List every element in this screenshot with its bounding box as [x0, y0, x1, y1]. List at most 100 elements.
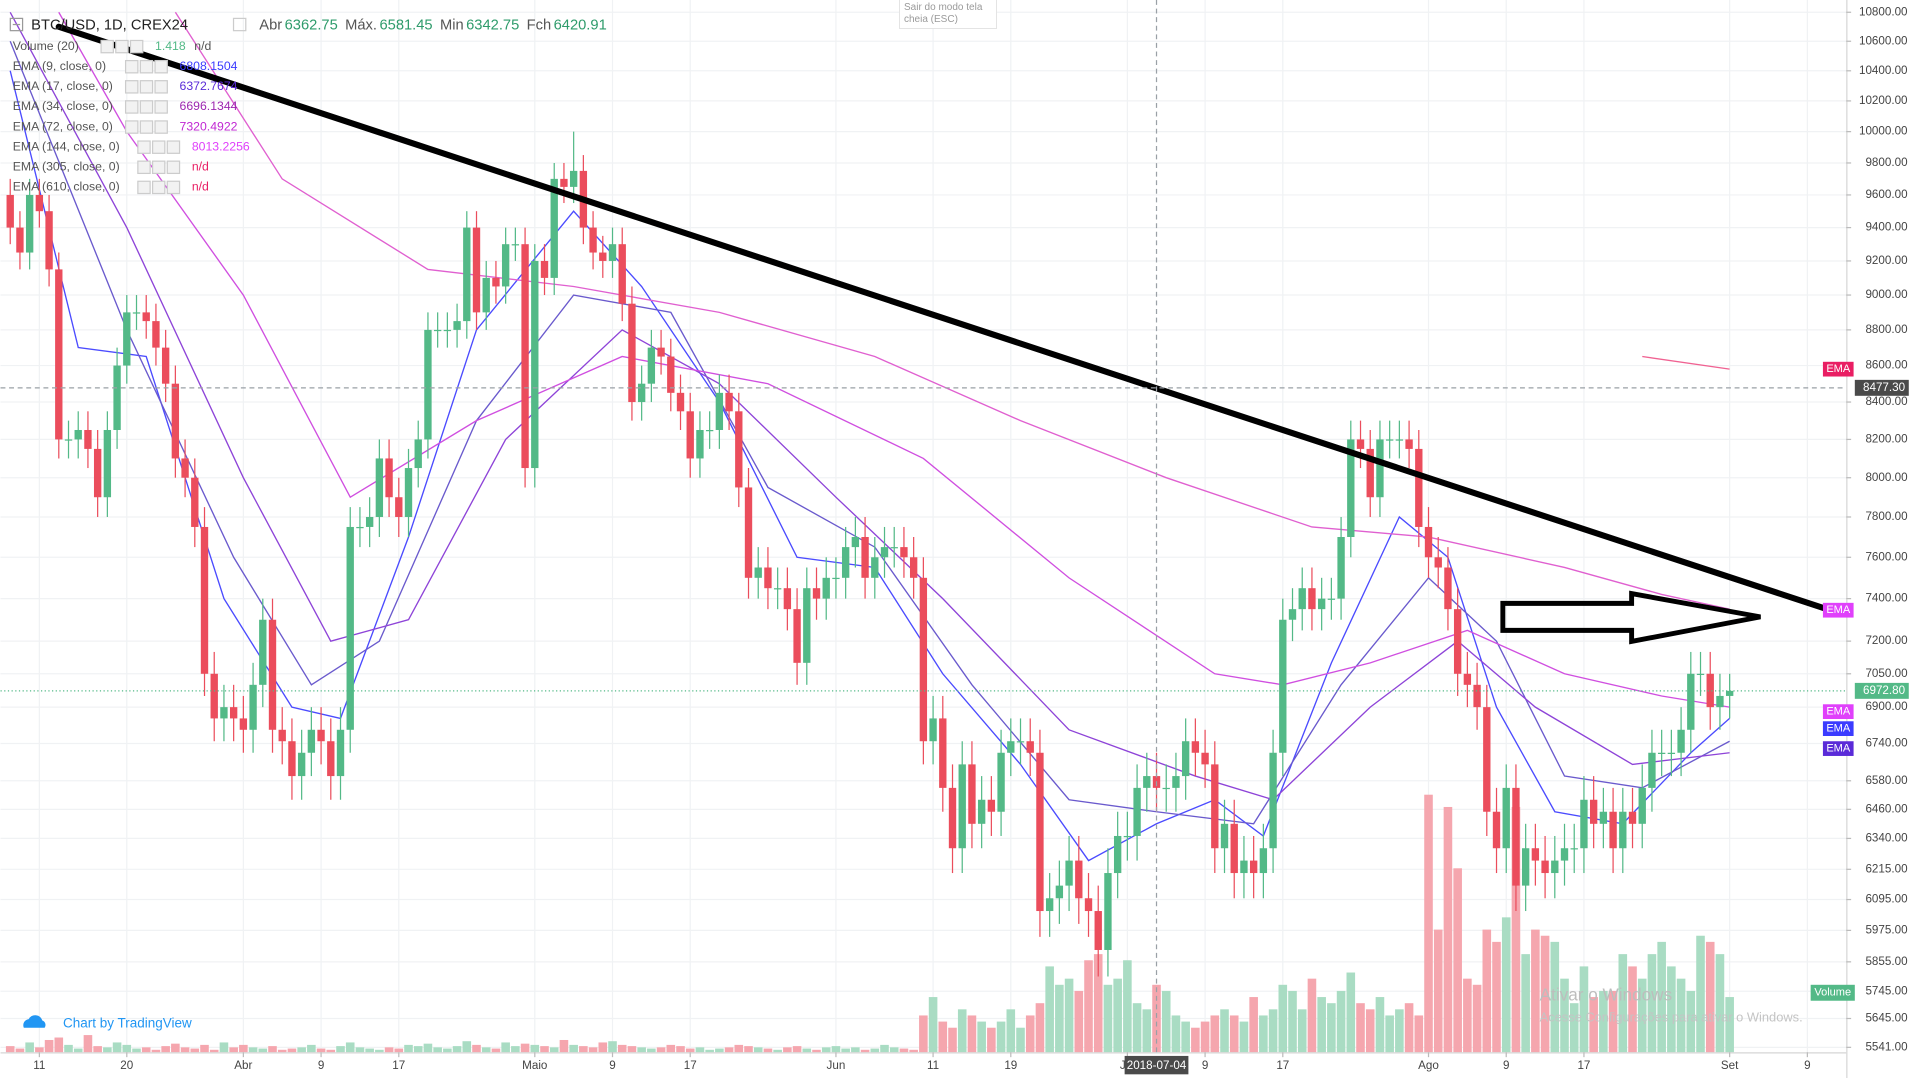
- candle-body: [1317, 598, 1326, 610]
- volume-bar: [666, 1044, 676, 1053]
- volume-bar: [753, 1047, 763, 1053]
- y-tick-label: 6900.00: [1865, 700, 1908, 713]
- candle-body: [657, 347, 665, 357]
- volume-bar: [957, 1009, 967, 1053]
- x-tick-label: 9: [609, 1059, 615, 1072]
- y-tick-label: 6580.00: [1865, 774, 1908, 787]
- legend-name: EMA (305, close, 0): [13, 160, 120, 174]
- candle-body: [550, 178, 558, 278]
- volume-bar: [384, 1047, 394, 1053]
- volume-bar: [1307, 978, 1317, 1053]
- ohlc-label: Máx.: [345, 18, 377, 34]
- ohlc-value: 6342.75: [466, 18, 519, 34]
- legend-icon: [124, 80, 139, 94]
- candle-body: [608, 244, 617, 261]
- volume-bar: [258, 1048, 268, 1053]
- volume-bar: [1084, 960, 1093, 1053]
- exit-fullscreen[interactable]: Sair do modo tela cheia (ESC): [899, 0, 997, 29]
- ohlc-label: Fch: [527, 18, 552, 34]
- candle-body: [1434, 557, 1442, 568]
- volume-bar: [1569, 1003, 1579, 1053]
- volume-bar: [559, 1039, 569, 1053]
- ema-tag-label: EMA: [1826, 604, 1851, 616]
- candle-body: [501, 244, 510, 287]
- candle-body: [414, 439, 422, 469]
- candle-body: [929, 718, 937, 742]
- candle-body: [1560, 848, 1569, 861]
- candle-body: [812, 588, 821, 599]
- volume-bar: [1637, 978, 1647, 1053]
- volume-bar: [394, 1048, 404, 1053]
- windows-title: Ativar o Windows: [1540, 984, 1673, 1004]
- x-tick-label: 17: [684, 1059, 697, 1072]
- legend-value: 6808.1504: [180, 59, 238, 73]
- candle-body: [1036, 752, 1044, 912]
- volume-bar: [180, 1047, 190, 1053]
- volume-bar: [520, 1043, 530, 1053]
- candle-body: [1551, 860, 1559, 874]
- ema-tag-label: EMA: [1826, 363, 1851, 375]
- legend-icon: [129, 39, 144, 54]
- candle-body: [1541, 860, 1549, 874]
- volume-bar: [1521, 954, 1530, 1053]
- candle-body: [229, 707, 238, 719]
- candle-body: [84, 429, 92, 449]
- watermark-text[interactable]: Chart by TradingView: [63, 1016, 192, 1031]
- candle-body: [715, 392, 724, 430]
- candle-body: [1211, 764, 1219, 849]
- volume-bar: [1093, 954, 1103, 1053]
- candle-body: [1580, 799, 1588, 849]
- y-tick-label: 10000.00: [1859, 125, 1908, 138]
- legend-icon: [137, 140, 151, 154]
- volume-bar: [355, 1047, 365, 1053]
- x-tick-label: 17: [1577, 1059, 1590, 1072]
- ema-tag: [1822, 602, 1854, 618]
- candle-body: [939, 718, 947, 788]
- x-tick-label: 20: [120, 1059, 133, 1072]
- candle-body: [1376, 439, 1384, 498]
- volume-bar: [93, 1046, 102, 1053]
- x-tick-label: 9: [1202, 1059, 1208, 1072]
- candle-body: [1667, 752, 1676, 754]
- volume-bar: [277, 1049, 287, 1053]
- candle-body: [1259, 848, 1268, 874]
- legend-name: EMA (72, close, 0): [13, 119, 113, 133]
- candle-body: [239, 718, 248, 730]
- ema-tag: [1822, 361, 1854, 377]
- candle-body: [385, 458, 393, 498]
- candle-body: [1395, 439, 1404, 441]
- volume-bar: [316, 1048, 326, 1053]
- y-tick-label: 8600.00: [1865, 359, 1908, 372]
- volume-bar: [472, 1044, 481, 1053]
- volume-bar: [209, 1049, 219, 1053]
- candle-body: [132, 312, 141, 314]
- candle-body: [521, 244, 529, 469]
- candle-body: [1444, 567, 1452, 610]
- volume-bar: [1715, 954, 1725, 1053]
- candle-body: [754, 567, 762, 578]
- volume-bar: [1667, 966, 1676, 1053]
- collapse-icon[interactable]: [9, 17, 24, 32]
- volume-bar: [1181, 1021, 1190, 1053]
- volume-bar: [1365, 1009, 1375, 1053]
- volume-bar: [1045, 966, 1054, 1053]
- last-price-label: 6972.80: [1863, 684, 1906, 697]
- volume-bar: [1200, 1021, 1210, 1053]
- volume-bar: [1123, 960, 1132, 1053]
- ema-line: [58, 11, 1730, 708]
- volume-bar: [287, 1048, 297, 1053]
- legend-name: EMA (610, close, 0): [13, 180, 120, 194]
- volume-bar: [5, 1046, 15, 1053]
- volume-bar: [462, 1041, 472, 1053]
- candle-body: [1599, 811, 1608, 824]
- volume-bar: [1599, 990, 1608, 1053]
- volume-bar: [491, 1048, 501, 1053]
- volume-bar: [452, 1046, 462, 1053]
- x-tick-label: Maio: [522, 1059, 547, 1072]
- candle-body: [35, 194, 44, 212]
- candle-body: [288, 741, 296, 777]
- legend-icon: [137, 180, 151, 195]
- candle-body: [492, 277, 500, 287]
- legend-icon: [151, 140, 166, 154]
- volume-bar: [443, 1048, 452, 1053]
